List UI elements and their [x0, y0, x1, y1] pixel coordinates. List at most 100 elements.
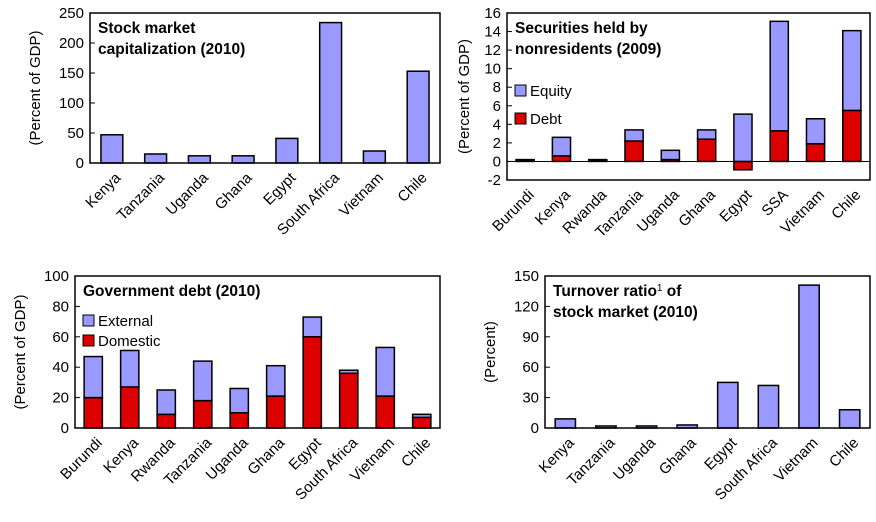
y-tick-label: 0 [493, 153, 501, 170]
bar [769, 20, 790, 132]
bar [192, 360, 213, 402]
y-tick-label: 10 [484, 61, 501, 78]
bar [187, 155, 212, 164]
x-tick-label: Chile [826, 434, 862, 470]
y-axis-label: (Percent of GDP) [27, 30, 44, 145]
bar [769, 130, 790, 163]
y-tick-label: 2 [493, 135, 501, 152]
bar [696, 129, 717, 140]
bar [805, 118, 826, 145]
y-axis-label: (Percent of GDP) [12, 294, 29, 409]
y-tick-label: 100 [59, 95, 84, 112]
bar [838, 409, 861, 429]
bar [119, 386, 140, 429]
bar [143, 153, 168, 164]
title-part: Securities held by [515, 20, 648, 37]
legend-swatch [82, 334, 95, 347]
bar [375, 346, 396, 397]
chart-title: Securities held by [515, 20, 648, 37]
bar [338, 369, 359, 375]
title-part: nonresidents (2009) [515, 41, 661, 58]
x-tick-label: Burundi [57, 434, 106, 483]
bar [805, 143, 826, 163]
bar [624, 129, 644, 142]
chart-panel: 0 50 100 150 200 250 (Percent of GDP) KenyaTanz… [27, 5, 441, 239]
y-axis-label: (Percent) [482, 321, 499, 383]
y-tick-label: 200 [59, 35, 84, 52]
x-tick-label: Uganda [163, 169, 213, 219]
x-tick-label: Egypt [260, 169, 300, 209]
title-part: Stock market [98, 20, 195, 37]
bar [624, 140, 644, 163]
x-tick-label: Chile [394, 169, 430, 205]
chart-title: Stock market [98, 20, 195, 37]
y-tick-label: 6 [493, 98, 501, 115]
title-part: Government debt (2010) [83, 283, 260, 300]
bar [551, 136, 572, 157]
y-tick-label: 100 [44, 268, 69, 285]
bar [119, 349, 140, 388]
bar [660, 149, 681, 161]
bar [83, 355, 104, 399]
legend-swatch [82, 314, 95, 327]
x-tick-label: Uganda [610, 434, 660, 484]
chart-title: capitalization (2010) [98, 41, 245, 58]
chart-panel: 0306090120150(Percent)KenyaTanzaniaUgand… [482, 268, 871, 504]
x-tick-label: Egypt [716, 186, 756, 226]
y-tick-label: 0 [61, 420, 69, 437]
x-tick-label: Vietnam [771, 434, 822, 485]
plot-frame [544, 275, 871, 429]
chart-title: stock market (2010) [553, 304, 698, 321]
x-tick-label: Chile [828, 186, 864, 222]
bar [318, 21, 343, 164]
y-tick-label: 40 [52, 359, 69, 376]
bar [265, 395, 286, 429]
y-tick-label: 120 [514, 298, 539, 315]
bar [275, 137, 299, 164]
bar [83, 396, 104, 429]
x-tick-label: Chile [398, 434, 434, 470]
y-tick-label: 60 [52, 329, 69, 346]
plot-frame [506, 12, 871, 181]
bar [265, 364, 286, 397]
y-tick-label: 0 [531, 420, 539, 437]
bar [696, 138, 717, 163]
bar [411, 413, 432, 419]
bar [338, 372, 359, 429]
y-tick-label: 12 [484, 42, 501, 59]
legend-swatch [514, 84, 527, 97]
y-tick-label: 30 [522, 390, 539, 407]
x-tick-label: Vietnam [336, 169, 387, 220]
bar [156, 413, 177, 429]
x-tick-label: Ghana [675, 186, 719, 230]
y-tick-label: 150 [59, 65, 84, 82]
y-tick-label: 90 [522, 329, 539, 346]
x-tick-label: Ghana [212, 169, 256, 213]
legend-label: Domestic [98, 333, 161, 350]
y-tick-label: 150 [514, 268, 539, 285]
x-tick-label: Tanzania [114, 169, 169, 224]
x-tick-label: Kenya [82, 169, 125, 212]
bar [411, 416, 432, 429]
x-tick-label: Burundi [489, 186, 538, 235]
bar [302, 316, 323, 338]
bar [229, 412, 250, 429]
bar [192, 399, 213, 429]
y-tick-label: -2 [488, 172, 501, 189]
bar [551, 155, 572, 163]
chart-title: nonresidents (2009) [515, 41, 661, 58]
x-tick-label: Ghana [244, 434, 288, 478]
bar [100, 134, 124, 164]
plot-frame [89, 12, 441, 164]
bar [716, 381, 739, 429]
bar [798, 284, 820, 429]
bar [587, 158, 608, 162]
y-tick-label: 50 [67, 125, 84, 142]
bar [842, 29, 862, 112]
bar [156, 389, 177, 416]
title-part: capitalization (2010) [98, 41, 245, 58]
title-part: stock market (2010) [553, 304, 698, 321]
